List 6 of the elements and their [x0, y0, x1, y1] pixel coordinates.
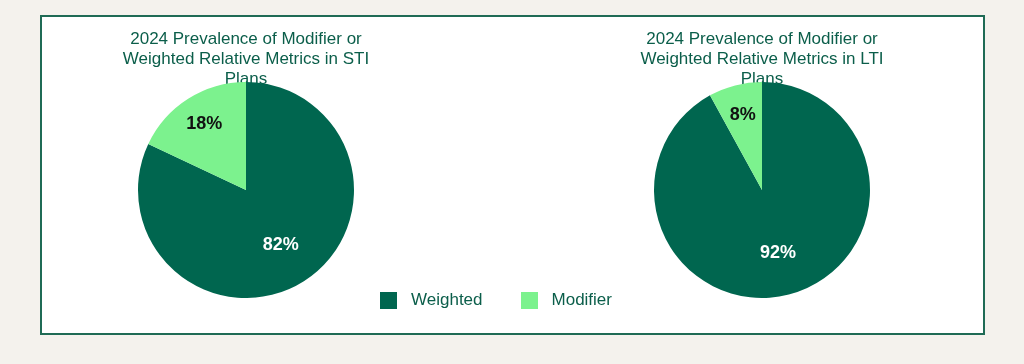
data-label: 18% [186, 113, 223, 134]
data-label: 92% [760, 241, 797, 262]
data-label: 8% [729, 103, 756, 124]
legend-label: Modifier [551, 290, 612, 310]
legend-label: Weighted [411, 290, 483, 310]
data-label: 82% [262, 233, 299, 254]
